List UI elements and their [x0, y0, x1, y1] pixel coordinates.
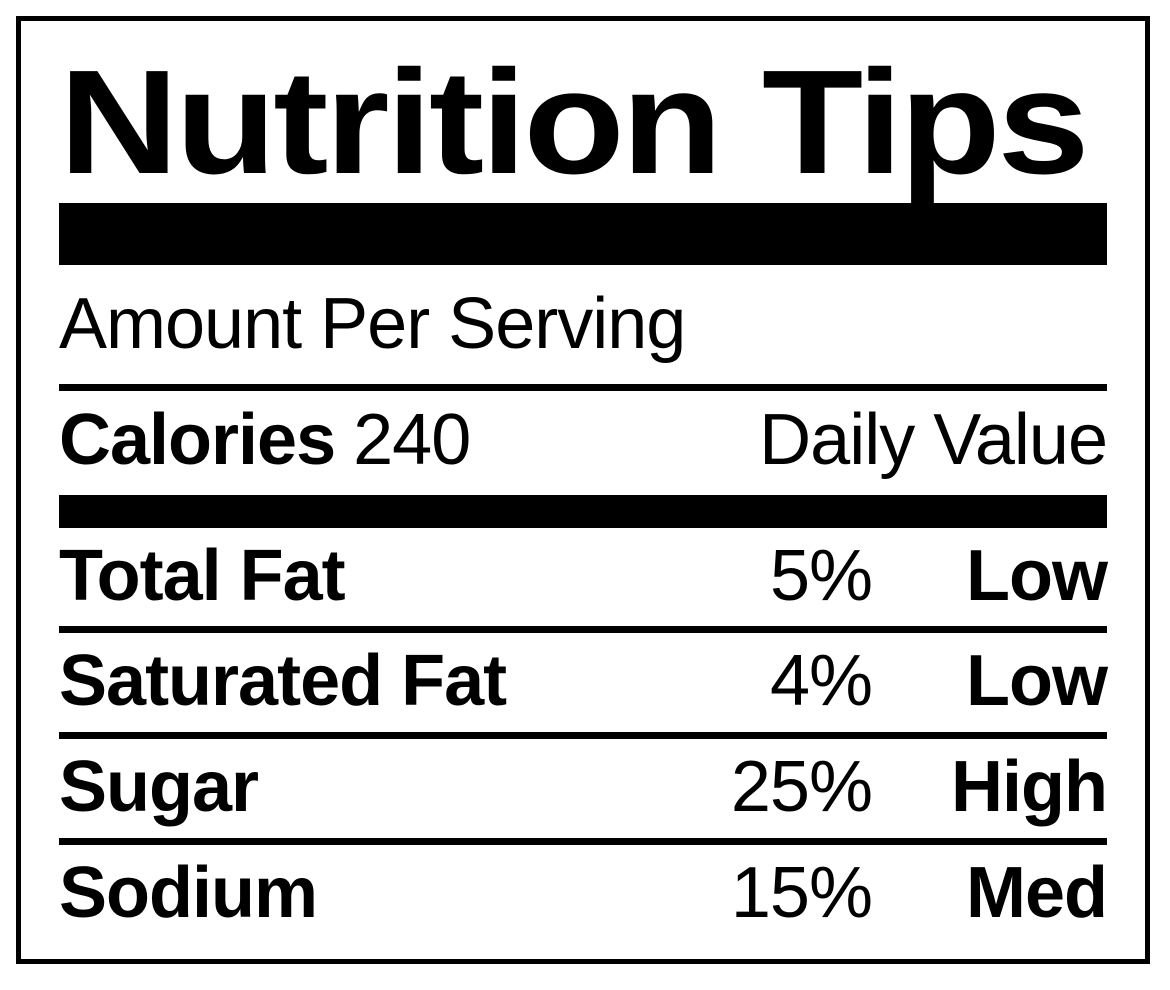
table-row: Sodium 15% Med — [59, 845, 1108, 940]
thin-rule — [59, 384, 1107, 392]
row-label: Sugar — [59, 746, 259, 827]
nutrition-label: Nutrition Tips Amount Per Serving Calori… — [16, 16, 1150, 964]
row-rating: Low — [966, 641, 1108, 722]
row-percent: 5% — [769, 535, 873, 616]
row-divider — [59, 626, 1107, 634]
row-divider — [59, 837, 1107, 845]
row-rating: High — [951, 746, 1108, 827]
table-row: Sugar 25% High — [59, 739, 1108, 838]
thick-separator-bar — [59, 203, 1107, 265]
row-label: Saturated Fat — [59, 641, 507, 722]
row-divider — [59, 731, 1107, 739]
row-rating: Low — [966, 535, 1108, 616]
daily-value-header: Daily Value — [759, 400, 1108, 481]
label-title: Nutrition Tips — [59, 40, 1090, 205]
serving-header: Amount Per Serving — [59, 284, 686, 364]
calories-row: Calories 240 Daily Value — [59, 391, 1108, 495]
row-percent: 25% — [730, 746, 873, 827]
row-label: Total Fat — [59, 535, 346, 616]
calories-value: 240 — [353, 400, 471, 481]
table-row: Saturated Fat 4% Low — [59, 633, 1108, 732]
row-label: Sodium — [59, 852, 318, 933]
calories-label: Calories — [59, 400, 336, 481]
row-rating: Med — [966, 852, 1108, 933]
table-row: Total Fat 5% Low — [59, 528, 1108, 627]
medium-separator-bar — [59, 494, 1107, 528]
row-percent: 15% — [730, 852, 873, 933]
calories-group: Calories 240 — [59, 400, 471, 481]
row-percent: 4% — [769, 641, 873, 722]
